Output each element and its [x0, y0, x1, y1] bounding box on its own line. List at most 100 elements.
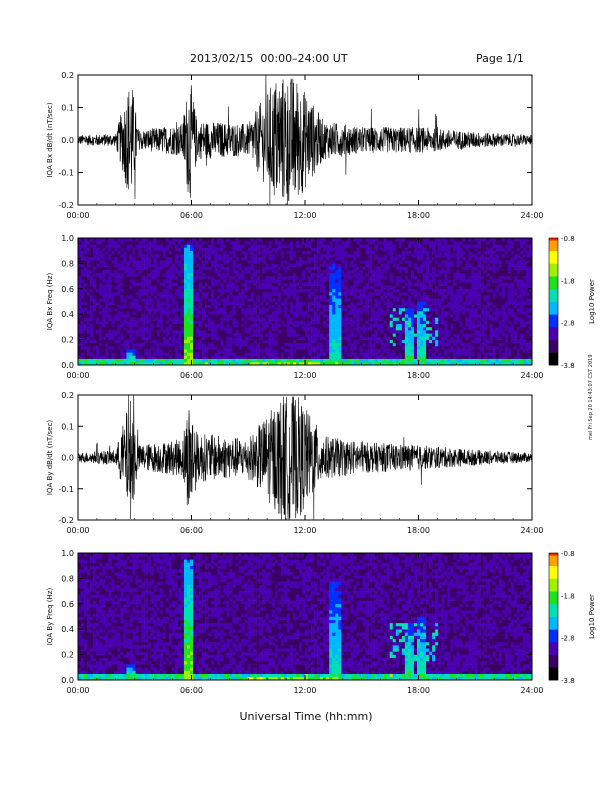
spectrogram-cell — [132, 361, 136, 366]
spectrogram-cell — [429, 320, 433, 325]
spectrogram-cell — [193, 266, 197, 271]
spectrogram-cell — [286, 285, 291, 290]
spectrogram-cell — [401, 314, 406, 318]
spectrogram-cell — [444, 285, 448, 290]
spectrogram-cell — [368, 349, 372, 353]
spectrogram-cell — [174, 330, 179, 334]
spectrogram-cell — [344, 349, 348, 353]
spectrogram-cell — [96, 253, 100, 258]
spectrogram-cell — [374, 311, 378, 315]
spectrogram-cell — [389, 291, 394, 296]
spectrogram-cell — [426, 263, 430, 267]
spectrogram-cell — [147, 352, 151, 356]
spectrogram-cell — [177, 352, 182, 356]
spectrogram-cell — [126, 260, 130, 264]
spectrogram-cell — [407, 345, 412, 350]
spectrogram-cell — [407, 311, 412, 315]
spectrogram-cell — [420, 272, 424, 277]
spectrogram-cell — [383, 272, 388, 277]
spectrogram-cell — [280, 282, 285, 286]
spectrogram-cell — [438, 257, 442, 261]
spectrogram-cell — [105, 288, 109, 293]
spectrogram-cell — [156, 288, 161, 293]
spectrogram-cell — [144, 276, 148, 280]
spectrogram-cell — [426, 307, 430, 312]
spectrogram-cell — [416, 250, 421, 255]
spectrogram-cell — [196, 282, 200, 286]
spectrogram-cell — [247, 298, 251, 302]
spectrogram-cell — [386, 263, 391, 267]
spectrogram-cell — [416, 285, 421, 290]
spectrogram-cell — [289, 282, 294, 286]
spectrogram-cell — [365, 304, 369, 309]
spectrogram-cell — [156, 339, 161, 344]
spectrogram-cell — [308, 311, 312, 315]
spectrogram-cell — [332, 317, 336, 321]
spectrogram-cell — [395, 250, 400, 255]
spectrogram-cell — [435, 339, 439, 344]
spectrogram-cell — [283, 298, 288, 302]
spectrogram-cell — [429, 314, 433, 318]
spectrogram-cell — [220, 238, 224, 242]
spectrogram-cell — [377, 314, 381, 318]
spectrogram-cell — [368, 330, 372, 334]
spectrogram-cell — [117, 285, 121, 290]
spectrogram-cell — [247, 307, 251, 312]
spectrogram-cell — [105, 253, 109, 258]
spectrogram-cell — [156, 301, 161, 305]
spectrogram-cell — [317, 317, 321, 321]
spectrogram-cell — [280, 361, 285, 366]
spectrogram-cell — [96, 304, 100, 309]
spectrogram-cell — [211, 361, 215, 366]
spectrogram-cell — [159, 336, 164, 340]
spectrogram-cell — [159, 330, 164, 334]
spectrogram-cell — [117, 317, 121, 321]
spectrogram-cell — [193, 291, 197, 296]
spectrogram-cell — [374, 269, 378, 274]
spectrogram-cell — [377, 349, 381, 353]
spectrogram-cell — [292, 276, 297, 280]
spectrogram-cell — [265, 323, 269, 328]
spectrogram-cell — [262, 311, 266, 315]
spectrogram-cell — [386, 257, 391, 261]
spectrogram-cell — [214, 326, 218, 331]
y-tick-label: 0.0 — [61, 136, 74, 145]
spectrogram-cell — [259, 241, 263, 245]
spectrogram-cell — [180, 342, 185, 347]
spectrogram-cell — [292, 345, 297, 350]
spectrogram-cell — [268, 279, 273, 283]
spectrogram-cell — [102, 238, 106, 242]
spectrogram-cell — [93, 314, 97, 318]
spectrogram-cell — [413, 298, 418, 302]
spectrogram-cell — [450, 311, 454, 315]
spectrogram-cell — [341, 317, 345, 321]
spectrogram-cell — [395, 238, 400, 242]
spectrogram-cell — [398, 342, 403, 347]
spectrogram-cell — [220, 317, 224, 321]
spectrogram-cell — [329, 361, 333, 366]
spectrogram-cell — [377, 257, 381, 261]
spectrogram-cell — [380, 241, 384, 245]
spectrogram-cell — [108, 263, 112, 267]
spectrogram-cell — [292, 320, 297, 325]
spectrogram-cell — [438, 244, 442, 248]
spectrogram-cell — [87, 336, 91, 340]
spectrogram-cell — [123, 345, 127, 350]
spectrogram-cell — [441, 272, 445, 277]
spectrogram-cell — [274, 266, 279, 271]
spectrogram-cell — [332, 320, 336, 325]
spectrogram-cell — [450, 352, 454, 356]
spectrogram-cell — [347, 288, 351, 293]
spectrogram-cell — [177, 266, 182, 271]
spectrogram-cell — [435, 317, 439, 321]
spectrogram-cell — [90, 339, 94, 344]
spectrogram-cell — [126, 307, 130, 312]
spectrogram-cell — [96, 323, 100, 328]
spectrogram-cell — [383, 349, 388, 353]
spectrogram-cell — [259, 333, 263, 337]
spectrogram-cell — [395, 282, 400, 286]
spectrogram-cell — [102, 272, 106, 277]
spectrogram-cell — [317, 266, 321, 271]
spectrogram-cell — [211, 320, 215, 325]
spectrogram-cell — [289, 355, 294, 359]
